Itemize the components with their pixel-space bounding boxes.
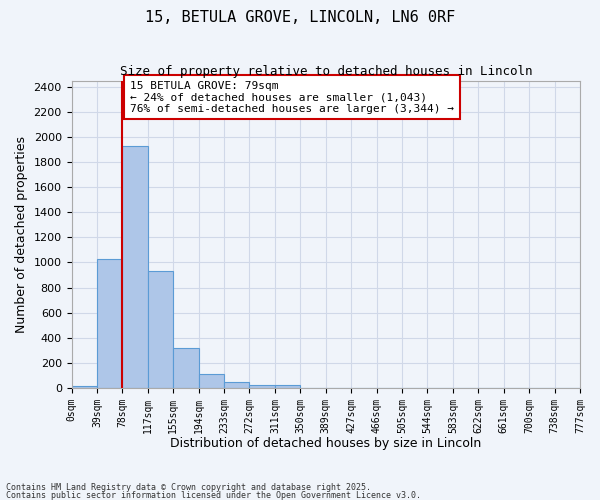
- Y-axis label: Number of detached properties: Number of detached properties: [15, 136, 28, 332]
- Bar: [199, 374, 224, 388]
- Bar: [250, 384, 275, 388]
- Bar: [71, 386, 97, 388]
- Bar: [122, 146, 148, 388]
- Bar: [173, 348, 199, 388]
- Text: 15, BETULA GROVE, LINCOLN, LN6 0RF: 15, BETULA GROVE, LINCOLN, LN6 0RF: [145, 10, 455, 25]
- Text: 15 BETULA GROVE: 79sqm
← 24% of detached houses are smaller (1,043)
76% of semi-: 15 BETULA GROVE: 79sqm ← 24% of detached…: [130, 80, 454, 114]
- Bar: [97, 258, 122, 388]
- Bar: [148, 270, 173, 388]
- Title: Size of property relative to detached houses in Lincoln: Size of property relative to detached ho…: [119, 65, 532, 78]
- Bar: [224, 382, 250, 388]
- Bar: [275, 386, 301, 388]
- Text: Contains HM Land Registry data © Crown copyright and database right 2025.: Contains HM Land Registry data © Crown c…: [6, 483, 371, 492]
- Text: Contains public sector information licensed under the Open Government Licence v3: Contains public sector information licen…: [6, 490, 421, 500]
- X-axis label: Distribution of detached houses by size in Lincoln: Distribution of detached houses by size …: [170, 437, 481, 450]
